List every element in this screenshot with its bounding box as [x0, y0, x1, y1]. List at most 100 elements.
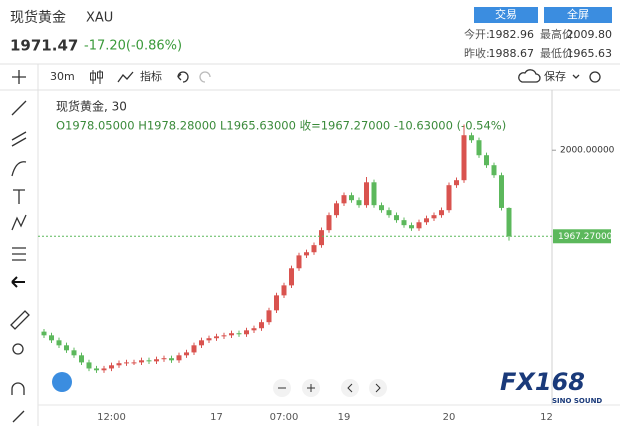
- candle-body: [161, 358, 167, 360]
- candle-body: [386, 210, 392, 216]
- candle-body: [266, 310, 272, 323]
- trade-button-label[interactable]: 交易: [495, 7, 517, 21]
- price-change: -17.20(-0.86%): [84, 39, 182, 54]
- scroll-left[interactable]: [341, 379, 359, 397]
- candle-body: [184, 352, 189, 356]
- candle-body: [199, 340, 204, 346]
- candle-body: [326, 215, 332, 231]
- save-button[interactable]: 保存: [544, 69, 566, 83]
- candle-body: [274, 295, 279, 311]
- nav-buttons: [273, 379, 387, 397]
- stat-label: 最低价:: [540, 47, 577, 60]
- price: 1971.47: [10, 37, 78, 55]
- candle-body: [364, 182, 369, 206]
- stat-value: 1982.96: [489, 28, 535, 41]
- candle-body: [101, 368, 107, 371]
- y-tick-label: 2000.00000: [560, 146, 615, 156]
- last-price-box: [553, 229, 611, 244]
- stat-label: 最高价:: [540, 27, 577, 41]
- candle-body: [319, 230, 324, 246]
- candle-body: [251, 328, 257, 331]
- fib-tool[interactable]: [11, 131, 27, 147]
- candle-body: [349, 195, 354, 201]
- candle-body: [416, 222, 422, 229]
- candle-body: [334, 203, 339, 216]
- candle-body: [56, 340, 62, 346]
- instrument-title: 现货黄金: [10, 9, 66, 26]
- candle-body: [154, 359, 159, 362]
- candle-body: [131, 362, 137, 364]
- candle-body: [236, 333, 242, 335]
- trade-button[interactable]: [474, 7, 538, 23]
- last-price-label: 1967.27000: [558, 232, 613, 242]
- candle-body: [191, 345, 197, 353]
- instrument-symbol: XAU: [86, 11, 113, 26]
- stat-value: 1965.63: [567, 47, 613, 60]
- stat-label: 昨收:: [464, 46, 490, 60]
- magnet-tool[interactable]: [11, 382, 25, 395]
- candle-body: [124, 362, 129, 364]
- tv-logo[interactable]: [52, 372, 72, 392]
- fullscreen-button[interactable]: [544, 7, 612, 23]
- cloud-icon[interactable]: [518, 69, 541, 83]
- text-tool[interactable]: [13, 189, 25, 204]
- redo[interactable]: [199, 71, 211, 83]
- lock-tool[interactable]: [12, 410, 25, 423]
- candle-body: [409, 225, 414, 229]
- candle-body: [424, 218, 429, 223]
- candle-body: [244, 330, 249, 335]
- hide-tools[interactable]: [11, 276, 25, 288]
- x-tick-label: 19: [338, 412, 351, 423]
- measure-tool[interactable]: [12, 247, 26, 261]
- candle-type-icon[interactable]: [90, 70, 103, 84]
- brush-tool[interactable]: [11, 161, 27, 177]
- candle-body: [176, 355, 182, 361]
- crosshair-tool[interactable]: [12, 70, 26, 84]
- candle-body: [311, 245, 317, 253]
- x-tick-label: 20: [443, 412, 456, 423]
- candle-body: [341, 195, 347, 204]
- scroll-right[interactable]: [369, 379, 387, 397]
- x-tick-label: 17: [210, 412, 223, 423]
- candle-body: [49, 335, 54, 341]
- candle-body: [454, 180, 459, 186]
- interval-button[interactable]: 30m: [50, 70, 75, 83]
- undo[interactable]: [177, 71, 189, 83]
- candle-body: [379, 205, 384, 211]
- candle-body: [356, 200, 362, 206]
- candle-body: [94, 368, 99, 371]
- ruler-tool[interactable]: [10, 310, 30, 330]
- legend-title: 现货黄金, 30: [56, 99, 127, 114]
- pattern-tool[interactable]: [11, 214, 27, 231]
- settings-icon[interactable]: [589, 71, 601, 83]
- candle-body: [491, 165, 497, 176]
- candle-body: [446, 185, 452, 211]
- x-tick-label: 12: [540, 412, 553, 423]
- stat-label: 今开:: [464, 27, 490, 41]
- save-menu[interactable]: [572, 74, 580, 79]
- candle-body: [401, 220, 407, 226]
- candle-body: [289, 268, 294, 286]
- candle-body: [64, 345, 69, 351]
- candle-body: [461, 135, 467, 181]
- candle-body: [71, 350, 77, 356]
- candle-body: [431, 215, 437, 219]
- indicator-button[interactable]: 指标: [140, 69, 162, 83]
- left-toolbar: [10, 70, 30, 423]
- candle-body: [86, 362, 92, 369]
- candle-body: [229, 333, 234, 336]
- candle-body: [304, 252, 309, 256]
- candle-body: [371, 182, 377, 206]
- candle-body: [439, 210, 444, 216]
- fullscreen-button-label[interactable]: 全屏: [567, 7, 589, 21]
- candle-body: [394, 215, 399, 221]
- candle-body: [281, 285, 287, 296]
- legend-ohlc: O1978.05000 H1978.28000 L1965.63000 收=19…: [56, 119, 506, 133]
- x-tick-label: 12:00: [97, 412, 126, 423]
- line-tool[interactable]: [11, 100, 27, 116]
- logo: FX168: [500, 368, 585, 396]
- candle-body: [259, 322, 264, 329]
- zoom-tool[interactable]: [12, 343, 24, 355]
- indicator-icon[interactable]: [117, 71, 134, 83]
